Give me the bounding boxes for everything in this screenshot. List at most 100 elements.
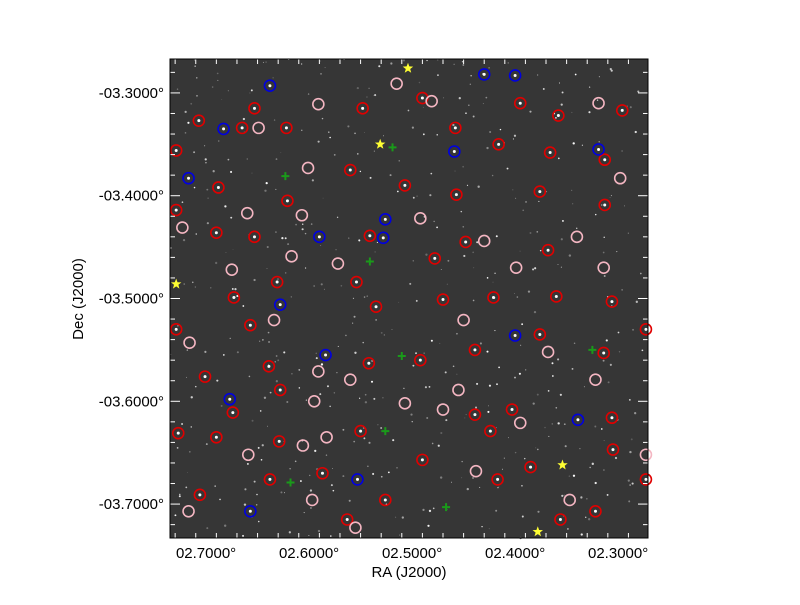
sky-speck — [194, 286, 197, 288]
source-marker-circle — [169, 203, 183, 217]
sky-speck — [325, 454, 328, 456]
sky-speck — [324, 66, 326, 69]
sky-speck — [609, 67, 612, 71]
sky-speck — [571, 189, 573, 191]
source-marker-circle — [508, 69, 522, 82]
sky-speck — [375, 319, 377, 321]
source-marker-circle — [541, 243, 555, 257]
source-dot — [367, 361, 371, 365]
sky-speck — [267, 425, 269, 427]
sky-speck — [332, 489, 335, 492]
x-axis-label: RA (J2000) — [371, 564, 446, 581]
sky-speck — [469, 83, 471, 85]
source-dot — [174, 148, 178, 152]
sky-speck — [495, 427, 497, 429]
sky-speck — [446, 283, 448, 285]
sky-speck — [580, 533, 583, 536]
source-marker-circle — [468, 408, 482, 421]
sky-speck — [230, 216, 233, 219]
source-dot — [546, 248, 550, 252]
sky-speck — [266, 245, 269, 249]
sky-speck — [262, 61, 265, 63]
sky-speck — [335, 249, 337, 251]
source-marker-circle — [313, 230, 326, 244]
sky-speck — [333, 392, 336, 394]
source-marker-circle — [554, 513, 567, 526]
sky-speck — [521, 323, 524, 326]
source-marker-plus — [442, 503, 451, 512]
source-marker-circle — [320, 430, 333, 444]
sky-speck — [242, 305, 245, 307]
sky-speck — [588, 86, 591, 88]
sky-speck — [255, 504, 258, 506]
sky-speck — [223, 524, 227, 527]
source-marker-circle — [169, 323, 183, 336]
sky-speck — [231, 288, 234, 290]
sky-speck — [491, 174, 494, 177]
sky-speck — [639, 272, 642, 275]
sky-speck — [452, 365, 455, 368]
sky-speck — [472, 299, 475, 302]
sky-speck — [564, 445, 567, 448]
source-dot — [248, 323, 252, 327]
source-marker-circle — [606, 443, 620, 456]
sky-speck — [447, 259, 450, 262]
source-dot — [454, 193, 458, 197]
sky-speck — [227, 158, 230, 161]
source-dot — [513, 334, 517, 338]
source-marker-circle — [613, 171, 627, 185]
source-marker-circle — [550, 290, 563, 303]
source-marker-circle — [390, 77, 403, 90]
sky-speck — [586, 498, 588, 500]
sky-speck — [495, 509, 498, 512]
source-marker-circle — [597, 261, 611, 274]
source-marker-circle — [227, 291, 241, 304]
sky-speck — [629, 106, 632, 109]
sky-speck — [222, 354, 225, 356]
source-marker-circle — [193, 488, 207, 502]
sky-speck — [611, 305, 613, 307]
sky-speck — [572, 474, 576, 477]
sky-speck — [431, 442, 434, 445]
source-dot — [285, 199, 289, 203]
sky-speck — [288, 531, 291, 534]
sky-speck — [514, 197, 517, 199]
source-dot — [268, 84, 272, 88]
sky-speck — [291, 372, 293, 375]
source-marker-circle — [263, 79, 277, 93]
source-marker-plus — [286, 478, 295, 487]
source-marker-plus — [397, 352, 406, 361]
source-marker-circle — [449, 121, 462, 135]
source-marker-circle — [183, 336, 196, 349]
sky-speck — [518, 372, 521, 375]
sky-speck — [333, 153, 336, 156]
sky-speck — [398, 301, 400, 303]
sky-speck — [532, 402, 535, 405]
source-dot — [488, 429, 492, 433]
sky-speck — [215, 261, 218, 265]
sky-speck — [460, 210, 463, 213]
sky-speck — [359, 397, 361, 399]
source-marker-circle — [350, 275, 363, 289]
sky-speck — [205, 162, 207, 164]
source-dot — [554, 294, 558, 298]
sky-speck — [179, 493, 181, 495]
sky-speck — [616, 251, 618, 253]
sky-speck — [207, 197, 209, 199]
source-marker-circle — [349, 521, 362, 535]
axis-ticks — [170, 59, 648, 538]
sky-speck — [439, 476, 443, 479]
sky-speck — [192, 281, 194, 284]
source-dot — [473, 348, 477, 352]
source-dot — [538, 332, 542, 336]
sky-speck — [329, 405, 331, 408]
source-marker-circle — [513, 416, 527, 430]
sky-speck — [225, 252, 227, 253]
sky-speck — [610, 195, 612, 197]
sky-speck — [472, 115, 475, 118]
sky-speck — [442, 97, 445, 99]
sky-speck — [259, 410, 262, 412]
sky-speck — [308, 535, 310, 536]
sky-speck — [412, 260, 414, 262]
source-dot — [610, 416, 614, 420]
